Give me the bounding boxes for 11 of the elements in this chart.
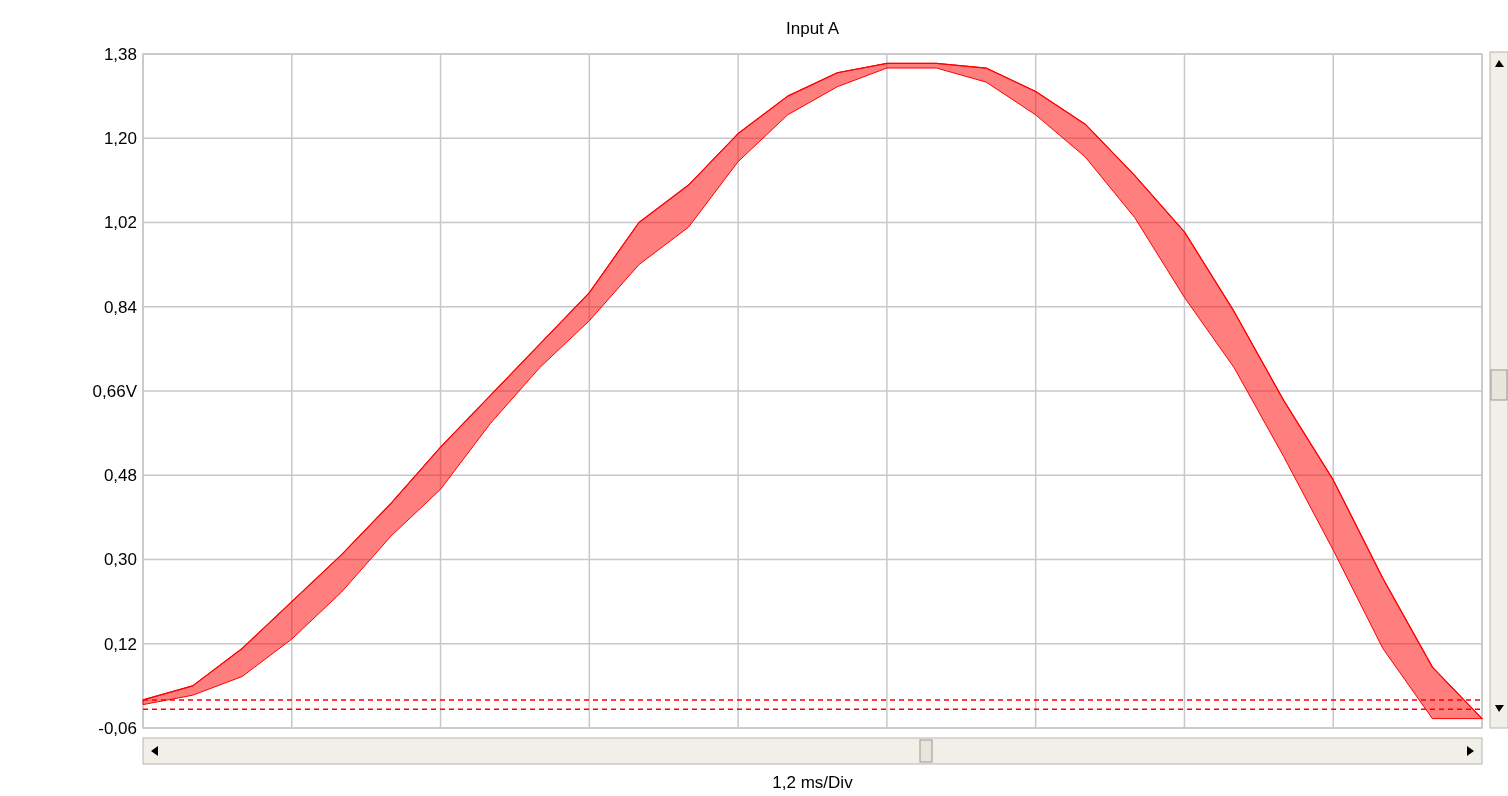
y-tick-label: 0,12 xyxy=(103,634,137,654)
y-tick-label: 0,84 xyxy=(103,297,137,317)
y-tick-label: 1,20 xyxy=(103,129,137,149)
chart-title: Input A xyxy=(786,19,840,38)
y-tick-label: 1,02 xyxy=(103,213,137,233)
x-axis-title: 1,2 ms/Div xyxy=(772,773,854,792)
y-tick-label: 0,66V xyxy=(92,381,138,401)
y-tick-label: -0,06 xyxy=(98,718,137,738)
y-tick-label: 0,30 xyxy=(103,550,137,570)
y-tick-label: 1,38 xyxy=(103,44,137,64)
y-tick-label: 0,48 xyxy=(103,466,137,486)
